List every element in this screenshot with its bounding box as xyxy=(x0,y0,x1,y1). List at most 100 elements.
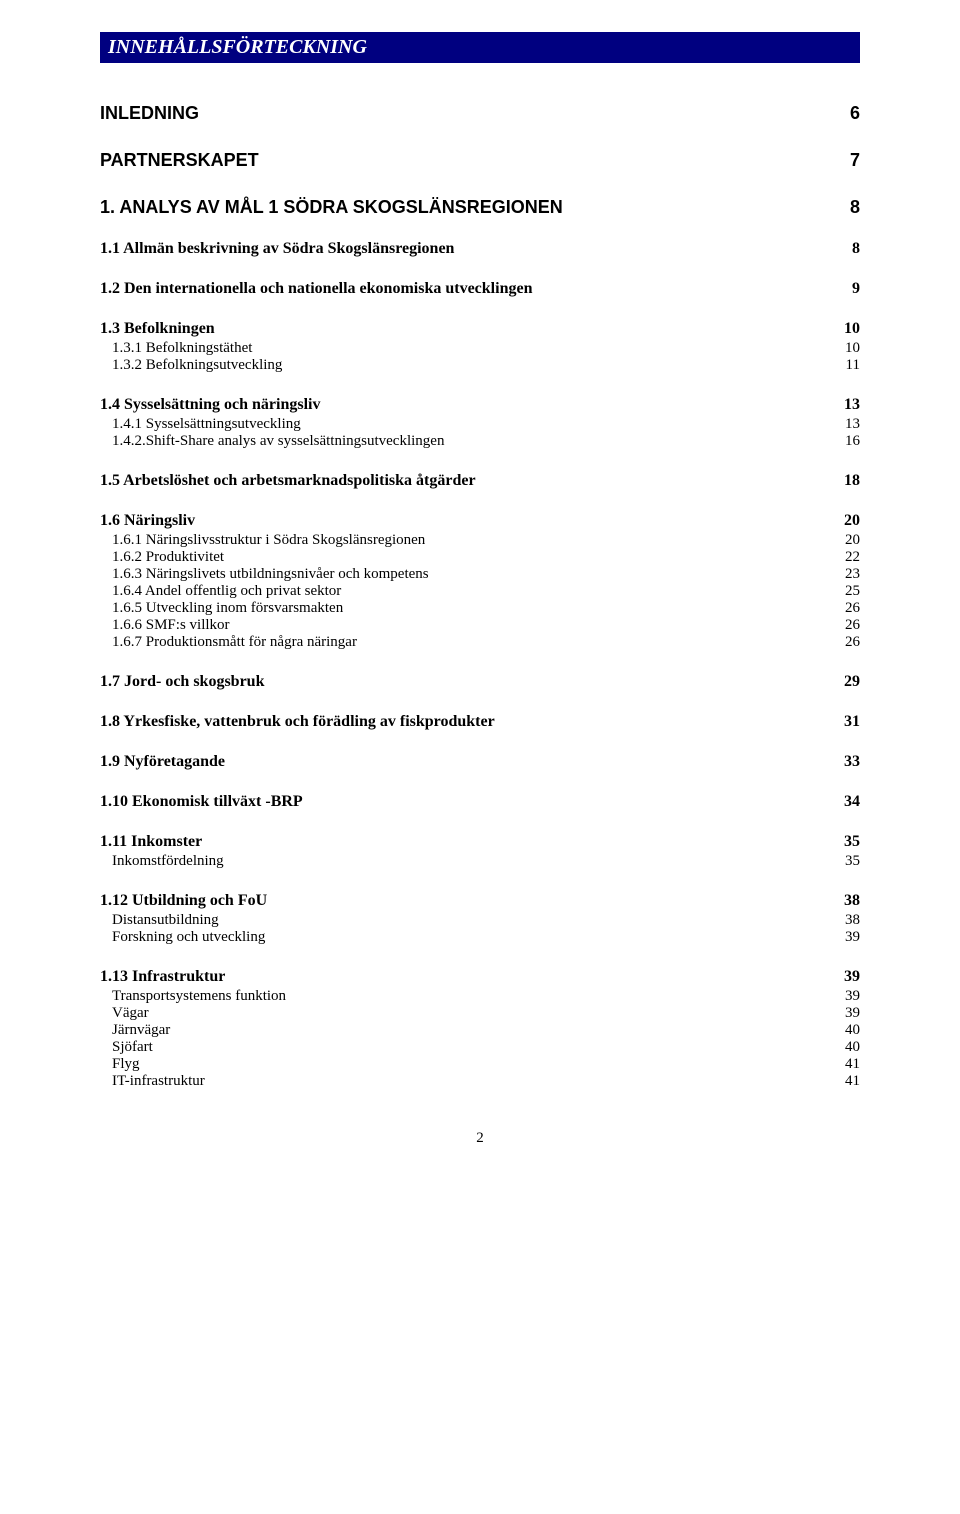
toc-row: Sjöfart40 xyxy=(100,1039,860,1056)
toc-row: 1.7 Jord- och skogsbruk29 xyxy=(100,673,860,691)
toc-row: 1.6.1 Näringslivsstruktur i Södra Skogsl… xyxy=(100,532,860,549)
toc-page: 25 xyxy=(830,583,860,600)
toc-label: 1.6.4 Andel offentlig och privat sektor xyxy=(112,583,830,600)
toc-row: Vägar39 xyxy=(100,1005,860,1022)
toc-page: 40 xyxy=(830,1022,860,1039)
toc-page: 18 xyxy=(830,472,860,490)
toc-page: 13 xyxy=(830,396,860,414)
toc-row: 1.6.7 Produktionsmått för några näringar… xyxy=(100,634,860,651)
toc-row: 1.6 Näringsliv20 xyxy=(100,512,860,530)
toc-page: 40 xyxy=(830,1039,860,1056)
toc-label: 1.8 Yrkesfiske, vattenbruk och förädling… xyxy=(100,713,830,731)
toc-row: 1.4 Sysselsättning och näringsliv13 xyxy=(100,396,860,414)
toc-page: 39 xyxy=(830,1005,860,1022)
toc-label: Forskning och utveckling xyxy=(112,929,830,946)
toc-page: 39 xyxy=(830,968,860,986)
toc-page: 11 xyxy=(830,357,860,374)
toc-label: Flyg xyxy=(112,1056,830,1073)
toc-label: Vägar xyxy=(112,1005,830,1022)
toc-label: 1.5 Arbetslöshet och arbetsmarknadspolit… xyxy=(100,472,830,490)
toc-row: 1.3.1 Befolkningstäthet10 xyxy=(100,340,860,357)
toc-page: 39 xyxy=(830,929,860,946)
toc-row: 1. ANALYS AV MÅL 1 SÖDRA SKOGSLÄNSREGION… xyxy=(100,197,860,218)
toc-page: 13 xyxy=(830,416,860,433)
toc-row: 1.13 Infrastruktur39 xyxy=(100,968,860,986)
toc-label: 1.3.1 Befolkningstäthet xyxy=(112,340,830,357)
page-number: 2 xyxy=(100,1130,860,1147)
toc-label: INLEDNING xyxy=(100,103,830,124)
toc-label: 1.3 Befolkningen xyxy=(100,320,830,338)
toc-label: PARTNERSKAPET xyxy=(100,150,830,171)
toc-label: IT-infrastruktur xyxy=(112,1073,830,1090)
toc-page: 38 xyxy=(830,892,860,910)
toc-row: 1.6.3 Näringslivets utbildningsnivåer oc… xyxy=(100,566,860,583)
toc-label: Sjöfart xyxy=(112,1039,830,1056)
toc-page: 34 xyxy=(830,793,860,811)
toc-row: 1.11 Inkomster35 xyxy=(100,833,860,851)
toc-label: 1.12 Utbildning och FoU xyxy=(100,892,830,910)
toc-page: 9 xyxy=(830,280,860,298)
toc-label: 1.7 Jord- och skogsbruk xyxy=(100,673,830,691)
toc-page: 33 xyxy=(830,753,860,771)
toc-page: 22 xyxy=(830,549,860,566)
toc-label: 1.11 Inkomster xyxy=(100,833,830,851)
toc-row: 1.9 Nyföretagande33 xyxy=(100,753,860,771)
toc-page: 10 xyxy=(830,320,860,338)
toc-label: 1.4.2.Shift-Share analys av sysselsättni… xyxy=(112,433,830,450)
toc-row: Distansutbildning38 xyxy=(100,912,860,929)
toc-label: 1.4.1 Sysselsättningsutveckling xyxy=(112,416,830,433)
toc-row: Forskning och utveckling39 xyxy=(100,929,860,946)
toc-label: 1.4 Sysselsättning och näringsliv xyxy=(100,396,830,414)
toc-row: 1.8 Yrkesfiske, vattenbruk och förädling… xyxy=(100,713,860,731)
toc-label: 1.6.3 Näringslivets utbildningsnivåer oc… xyxy=(112,566,830,583)
toc-row: 1.5 Arbetslöshet och arbetsmarknadspolit… xyxy=(100,472,860,490)
toc-page: 41 xyxy=(830,1073,860,1090)
toc-row: 1.6.5 Utveckling inom försvarsmakten26 xyxy=(100,600,860,617)
toc-page: 20 xyxy=(830,512,860,530)
toc-page: 39 xyxy=(830,988,860,1005)
toc-label: Järnvägar xyxy=(112,1022,830,1039)
toc-label: 1.6.5 Utveckling inom försvarsmakten xyxy=(112,600,830,617)
toc-label: 1.1 Allmän beskrivning av Södra Skogslän… xyxy=(100,240,830,258)
toc-page: 26 xyxy=(830,617,860,634)
toc-row: Inkomstfördelning35 xyxy=(100,853,860,870)
toc-row: Flyg41 xyxy=(100,1056,860,1073)
toc-page: 8 xyxy=(830,240,860,258)
toc-page: 7 xyxy=(830,150,860,171)
toc-header-bar: INNEHÅLLSFÖRTECKNING xyxy=(100,32,860,63)
toc-page: 16 xyxy=(830,433,860,450)
toc-row: INLEDNING6 xyxy=(100,103,860,124)
toc-page: 31 xyxy=(830,713,860,731)
toc-list: INLEDNING6 PARTNERSKAPET7 1. ANALYS AV MÅL… xyxy=(100,103,860,1090)
toc-row: 1.2 Den internationella och nationella e… xyxy=(100,280,860,298)
toc-label: 1.6.6 SMF:s villkor xyxy=(112,617,830,634)
toc-label: 1.6.2 Produktivitet xyxy=(112,549,830,566)
toc-row: PARTNERSKAPET7 xyxy=(100,150,860,171)
toc-label: 1.10 Ekonomisk tillväxt -BRP xyxy=(100,793,830,811)
toc-label: Distansutbildning xyxy=(112,912,830,929)
toc-label: 1. ANALYS AV MÅL 1 SÖDRA SKOGSLÄNSREGION… xyxy=(100,197,830,218)
toc-page: 35 xyxy=(830,853,860,870)
toc-page: 10 xyxy=(830,340,860,357)
toc-page: 41 xyxy=(830,1056,860,1073)
toc-page: 38 xyxy=(830,912,860,929)
toc-row: 1.6.2 Produktivitet22 xyxy=(100,549,860,566)
toc-label: 1.2 Den internationella och nationella e… xyxy=(100,280,830,298)
toc-header-title: INNEHÅLLSFÖRTECKNING xyxy=(108,36,367,58)
toc-page: 6 xyxy=(830,103,860,124)
toc-label: 1.6 Näringsliv xyxy=(100,512,830,530)
toc-row: 1.4.2.Shift-Share analys av sysselsättni… xyxy=(100,433,860,450)
toc-page: 29 xyxy=(830,673,860,691)
toc-page: 20 xyxy=(830,532,860,549)
toc-label: Transportsystemens funktion xyxy=(112,988,830,1005)
toc-label: 1.6.7 Produktionsmått för några näringar xyxy=(112,634,830,651)
toc-row: 1.3.2 Befolkningsutveckling11 xyxy=(100,357,860,374)
toc-page: 26 xyxy=(830,600,860,617)
toc-row: Järnvägar40 xyxy=(100,1022,860,1039)
toc-page: 26 xyxy=(830,634,860,651)
toc-label: 1.3.2 Befolkningsutveckling xyxy=(112,357,830,374)
toc-row: Transportsystemens funktion39 xyxy=(100,988,860,1005)
toc-row: 1.10 Ekonomisk tillväxt -BRP34 xyxy=(100,793,860,811)
toc-page: 23 xyxy=(830,566,860,583)
toc-row: 1.3 Befolkningen10 xyxy=(100,320,860,338)
